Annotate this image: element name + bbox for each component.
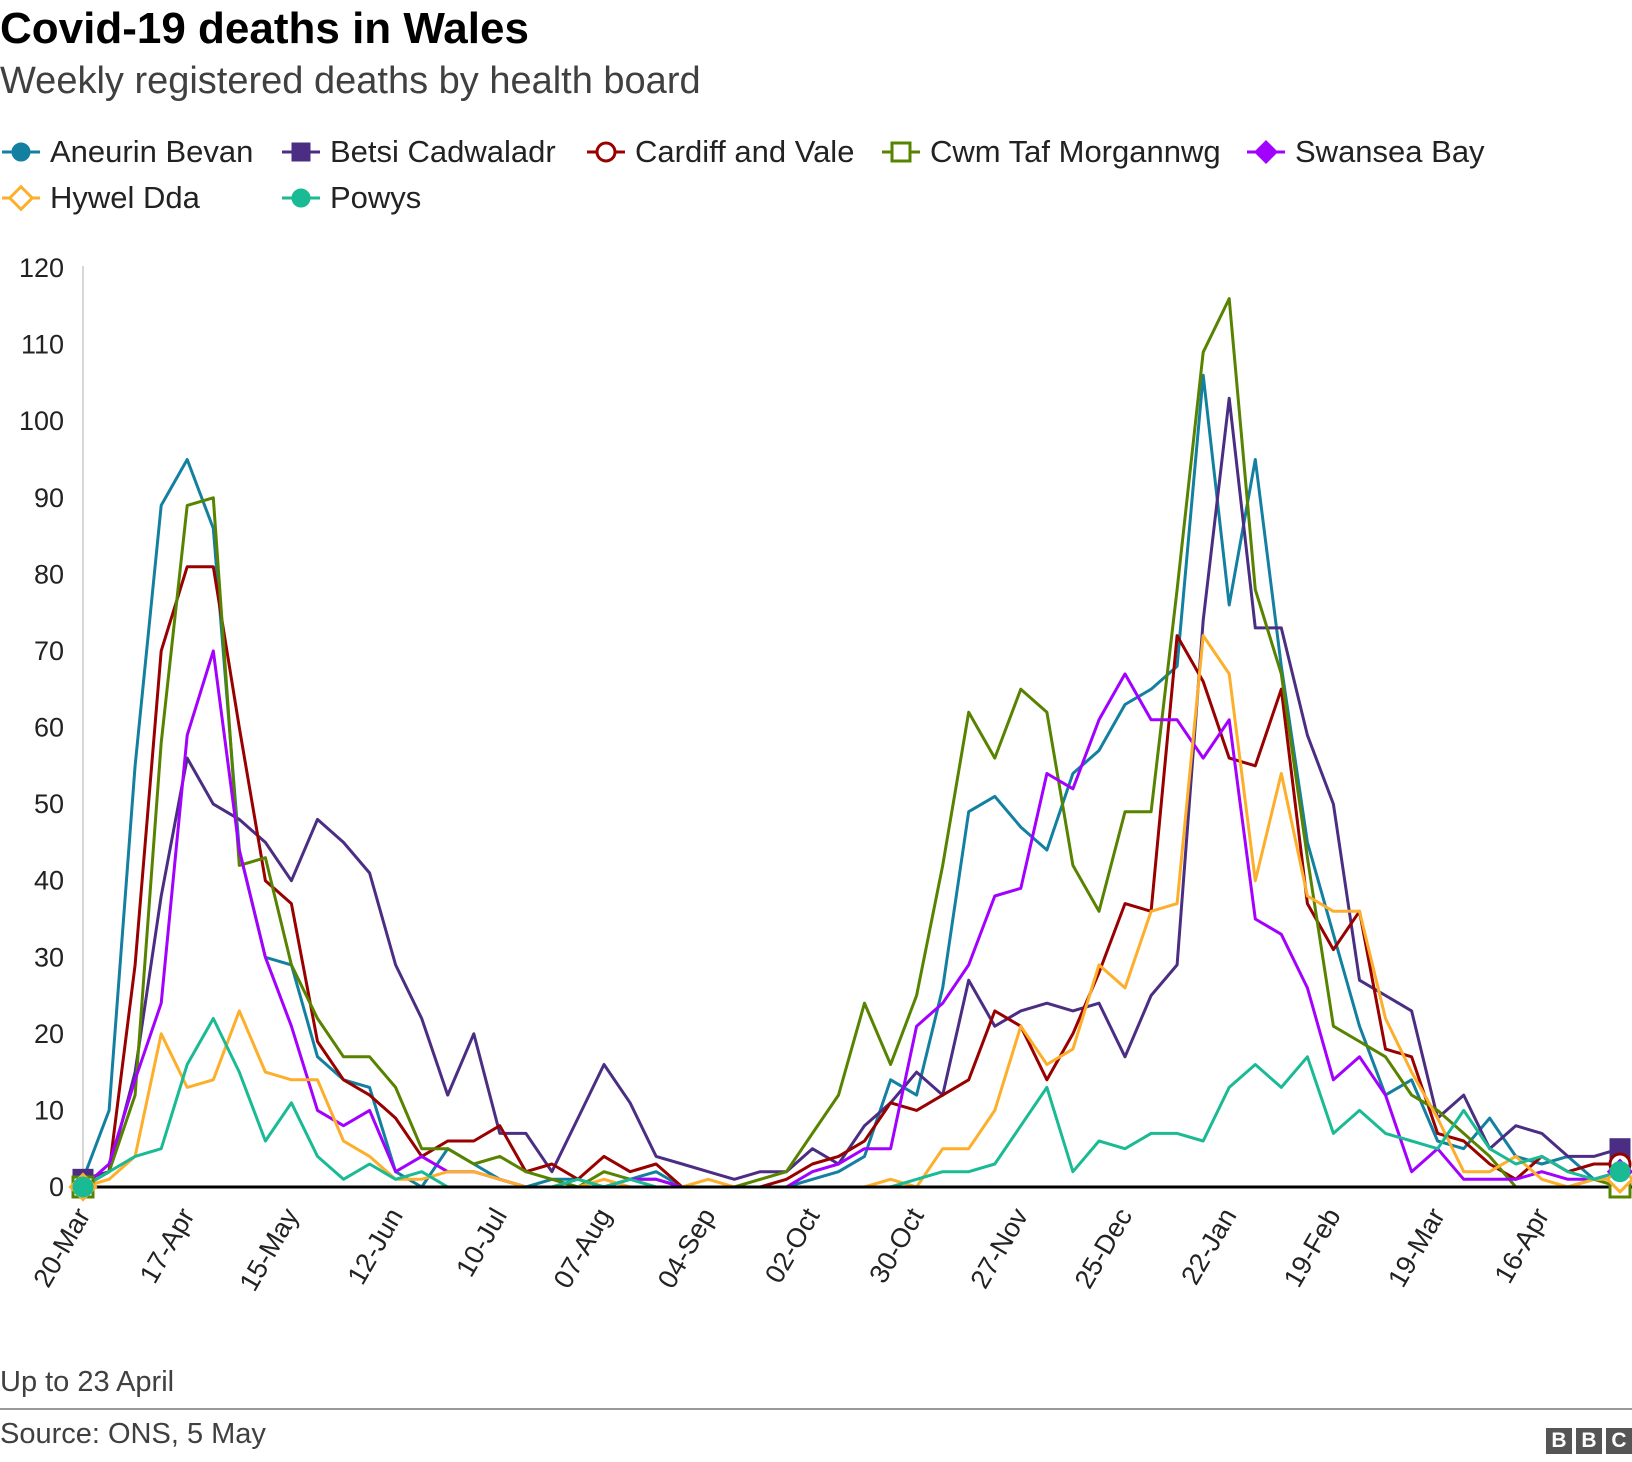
chart-note: Up to 23 April — [0, 1366, 175, 1398]
legend-swatch-marker — [595, 141, 617, 163]
y-tick-label: 10 — [34, 1095, 64, 1125]
legend-swatch-marker — [291, 188, 311, 208]
y-tick-label: 20 — [34, 1019, 64, 1049]
bbc-logo-letter: C — [1606, 1428, 1632, 1454]
legend-item: Swansea Bay — [1245, 132, 1485, 172]
series-line-3 — [81, 297, 1622, 1189]
x-tick-label: 25-Dec — [1069, 1203, 1139, 1293]
legend-label: Betsi Cadwaladr — [330, 134, 556, 169]
x-tick-label: 04-Sep — [652, 1203, 722, 1293]
y-tick-label: 90 — [34, 483, 64, 513]
bbc-logo-letter: B — [1576, 1428, 1602, 1454]
y-tick-label: 70 — [34, 636, 64, 666]
legend-swatch-icon — [2, 142, 40, 162]
legend-label: Hywel Dda — [50, 180, 200, 215]
legend-swatch-icon — [282, 142, 320, 162]
x-tick-label: 17-Apr — [134, 1203, 201, 1288]
legend-swatch-marker — [7, 184, 35, 212]
legend-swatch-icon — [282, 188, 320, 208]
x-tick-label: 10-Jul — [450, 1203, 513, 1282]
x-tick-label: 20-Mar — [27, 1203, 96, 1292]
y-tick-label: 80 — [34, 559, 64, 589]
y-tick-label: 50 — [34, 789, 64, 819]
series-line-1 — [81, 396, 1622, 1181]
x-tick-label: 15-May — [234, 1203, 305, 1296]
legend-item: Aneurin Bevan — [0, 132, 253, 172]
legend-swatch-marker — [1254, 140, 1278, 164]
legend-swatch-icon — [882, 141, 920, 163]
x-tick-label: 07-Aug — [548, 1203, 618, 1293]
legend-label: Aneurin Bevan — [50, 134, 254, 169]
chart-subtitle: Weekly registered deaths by health board — [0, 60, 701, 102]
legend-item: Betsi Cadwaladr — [280, 132, 556, 172]
y-tick-label: 60 — [34, 713, 64, 743]
y-tick-label: 110 — [21, 330, 64, 360]
legend-swatch-marker — [291, 142, 311, 162]
legend-swatch-icon — [587, 141, 625, 163]
chart-legend: Aneurin Bevan Betsi Cadwaladr Cardiff and … — [0, 132, 1632, 232]
x-tick-label: 16-Apr — [1489, 1203, 1556, 1288]
y-tick-label: 30 — [34, 942, 64, 972]
legend-item: Cwm Taf Morgannwg — [880, 132, 1221, 172]
x-tick-label: 19-Mar — [1382, 1203, 1451, 1292]
y-tick-label: 40 — [34, 866, 64, 896]
legend-swatch-marker — [11, 142, 31, 162]
x-tick-label: 30-Oct — [863, 1203, 930, 1289]
x-tick-label: 02-Oct — [759, 1203, 826, 1289]
legend-label: Cardiff and Vale — [635, 134, 855, 169]
x-tick-label: 12-Jun — [342, 1203, 409, 1290]
series-end-marker-6 — [1609, 1161, 1631, 1183]
chart-title: Covid-19 deaths in Wales — [0, 4, 529, 53]
y-tick-label: 100 — [19, 406, 64, 436]
x-tick-label: 22-Jan — [1175, 1203, 1242, 1290]
x-tick-label: 27-Nov — [965, 1203, 1035, 1294]
x-tick-label: 19-Feb — [1278, 1203, 1347, 1292]
series-line-4 — [81, 649, 1622, 1189]
series-start-marker-6 — [72, 1176, 94, 1198]
bbc-logo-letter: B — [1546, 1428, 1572, 1454]
legend-label: Swansea Bay — [1295, 134, 1485, 169]
legend-label: Powys — [330, 180, 422, 215]
source-credit: Source: ONS, 5 May — [0, 1418, 266, 1450]
footer-divider — [0, 1408, 1632, 1410]
y-tick-label: 0 — [49, 1172, 64, 1202]
legend-label: Cwm Taf Morgannwg — [930, 134, 1221, 169]
legend-item: Hywel Dda — [0, 178, 200, 218]
legend-item: Cardiff and Vale — [585, 132, 854, 172]
y-tick-label: 120 — [19, 253, 64, 283]
legend-swatch-icon — [2, 184, 40, 212]
legend-item: Powys — [280, 178, 421, 218]
legend-swatch-marker — [890, 141, 912, 163]
line-chart: 0 10 20 30 40 50 60 70 80 90 100 110 120 20-Mar 17-Apr… — [19, 253, 1632, 1296]
bbc-logo: B B C — [1546, 1428, 1632, 1454]
legend-swatch-icon — [1247, 140, 1285, 164]
